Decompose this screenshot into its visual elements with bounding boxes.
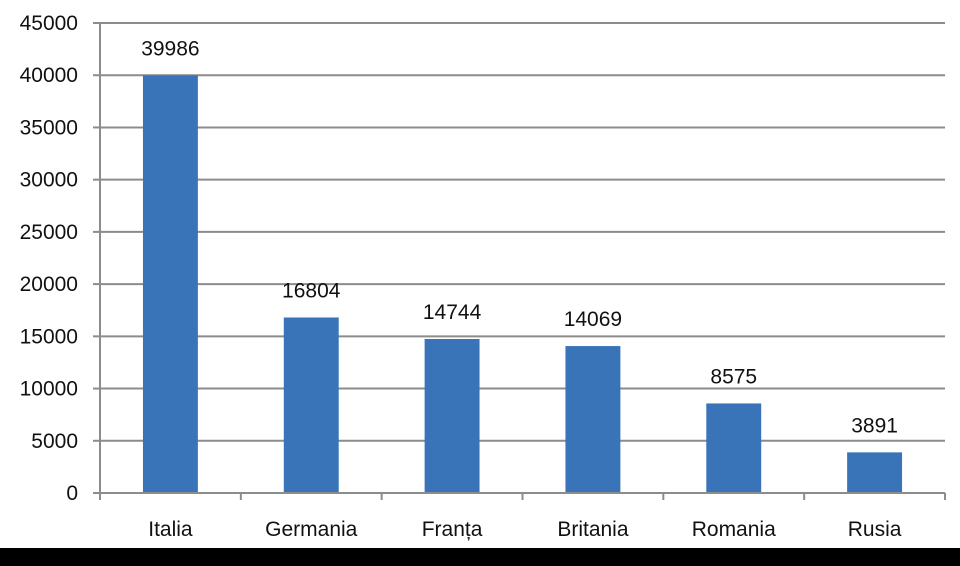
data-label: 39986 bbox=[141, 37, 199, 60]
y-tick-label: 10000 bbox=[20, 378, 78, 401]
y-tick-label: 45000 bbox=[20, 12, 78, 35]
bar-romania bbox=[706, 403, 762, 493]
grid-lines bbox=[100, 22, 945, 442]
data-label: 16804 bbox=[282, 279, 341, 302]
y-tick-label: 0 bbox=[66, 482, 78, 505]
x-tick-label: Rusia bbox=[848, 518, 902, 541]
y-tick-label: 5000 bbox=[31, 430, 78, 453]
y-tick-label: 30000 bbox=[20, 169, 78, 192]
data-label: 3891 bbox=[851, 414, 898, 437]
y-tick-label: 25000 bbox=[20, 221, 78, 244]
axes bbox=[93, 22, 946, 500]
labels: 0 5000 10000 15000 20000 25000 30000 35000 40000… bbox=[20, 12, 902, 541]
x-tick-label: Italia bbox=[148, 518, 193, 541]
x-tick-label: Franța bbox=[422, 518, 483, 541]
data-label: 14744 bbox=[423, 301, 482, 324]
y-tick-label: 40000 bbox=[20, 64, 78, 87]
x-tick-label: Romania bbox=[692, 518, 776, 541]
y-tick-label: 35000 bbox=[20, 116, 78, 139]
chart-area: 0 5000 10000 15000 20000 25000 30000 35000 40000… bbox=[0, 0, 960, 548]
bar-chart: 0 5000 10000 15000 20000 25000 30000 35000 40000… bbox=[20, 12, 946, 541]
x-tick-label: Germania bbox=[265, 518, 358, 541]
x-tick-label: Britania bbox=[557, 518, 629, 541]
data-label: 14069 bbox=[564, 308, 622, 331]
bars bbox=[142, 75, 903, 494]
bar-germania bbox=[283, 317, 339, 493]
y-tick-label: 15000 bbox=[20, 325, 78, 348]
y-tick-label: 20000 bbox=[20, 273, 78, 296]
bar-italia bbox=[142, 75, 198, 494]
data-label: 8575 bbox=[710, 365, 757, 388]
bar-franța bbox=[424, 339, 480, 493]
bar-rusia bbox=[847, 452, 903, 493]
bar-britania bbox=[565, 346, 621, 493]
